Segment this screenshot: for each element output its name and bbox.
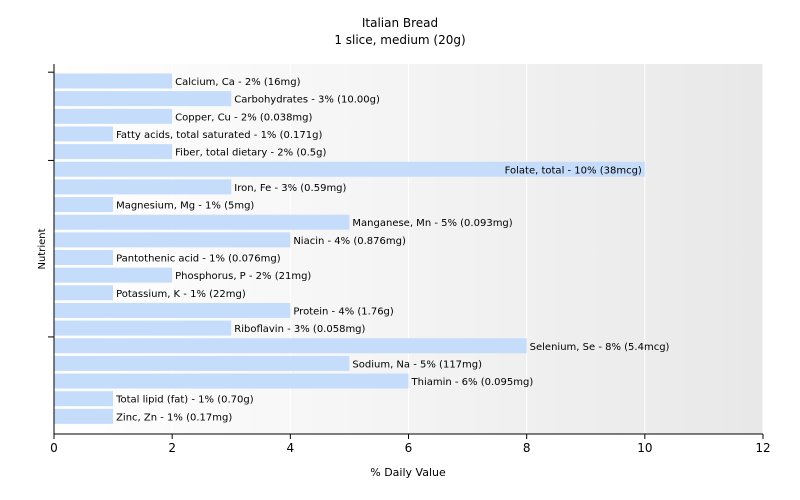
- x-tick-label: 8: [523, 441, 531, 455]
- bar-label: Phosphorus, P - 2% (21mg): [175, 271, 311, 282]
- x-tick-label: 0: [50, 441, 58, 455]
- bar: [54, 355, 350, 371]
- chart-subtitle: 1 slice, medium (20g): [334, 33, 466, 47]
- x-tick-label: 10: [637, 441, 652, 455]
- x-axis-label: % Daily Value: [370, 466, 446, 479]
- bar-label: Zinc, Zn - 1% (0.17mg): [116, 412, 232, 423]
- bar: [54, 285, 114, 301]
- bar: [54, 373, 409, 389]
- bar-label: Carbohydrates - 3% (10.00g): [234, 95, 380, 106]
- bar-label: Pantothenic acid - 1% (0.076mg): [116, 254, 281, 265]
- bar: [54, 73, 173, 89]
- bar: [54, 214, 350, 230]
- bar: [54, 197, 114, 213]
- bar-label: Niacin - 4% (0.876mg): [293, 236, 406, 247]
- bar: [54, 91, 232, 107]
- bar-label: Manganese, Mn - 5% (0.093mg): [352, 218, 512, 229]
- bar-label: Protein - 4% (1.76g): [293, 306, 394, 317]
- bar-label: Fatty acids, total saturated - 1% (0.171…: [116, 130, 322, 141]
- bar-label: Thiamin - 6% (0.095mg): [411, 377, 534, 388]
- bar: [54, 267, 173, 283]
- bar: [54, 179, 232, 195]
- bar: [54, 144, 173, 160]
- bar-label: Riboflavin - 3% (0.058mg): [234, 324, 365, 335]
- bar-label: Copper, Cu - 2% (0.038mg): [175, 112, 312, 123]
- y-axis-label: Nutrient: [37, 228, 48, 269]
- chart-title: Italian Bread: [361, 16, 439, 30]
- bar: [54, 108, 173, 124]
- bar-label: Sodium, Na - 5% (117mg): [352, 359, 482, 370]
- x-tick-label: 6: [405, 441, 413, 455]
- bar: [54, 232, 291, 248]
- bar-label: Magnesium, Mg - 1% (5mg): [116, 201, 254, 212]
- bar: [54, 302, 291, 318]
- bar-label: Folate, total - 10% (38mcg): [505, 165, 642, 176]
- bar: [54, 408, 114, 424]
- bar-label: Fiber, total dietary - 2% (0.5g): [175, 148, 326, 159]
- axes: 0 2 4 6 8 10 12: [48, 64, 771, 455]
- bar-label: Total lipid (fat) - 1% (0.70g): [115, 395, 254, 406]
- bar: [54, 250, 114, 265]
- bars: Calcium, Ca - 2% (16mg) Carbohydrates - 3…: [54, 73, 670, 424]
- bar: [54, 338, 527, 354]
- bar-label: Potassium, K - 1% (22mg): [116, 289, 246, 300]
- bar: [54, 126, 114, 142]
- bar: [54, 320, 232, 336]
- bar: [54, 391, 114, 407]
- x-tick-label: 12: [755, 441, 770, 455]
- bar-label: Calcium, Ca - 2% (16mg): [175, 77, 300, 88]
- x-tick-label: 2: [168, 441, 176, 455]
- gridlines: [171, 64, 764, 434]
- bar: [54, 161, 645, 177]
- bar-label: Iron, Fe - 3% (0.59mg): [234, 183, 346, 194]
- x-tick-label: 4: [287, 441, 295, 455]
- bar-label: Selenium, Se - 8% (5.4mcg): [530, 342, 670, 353]
